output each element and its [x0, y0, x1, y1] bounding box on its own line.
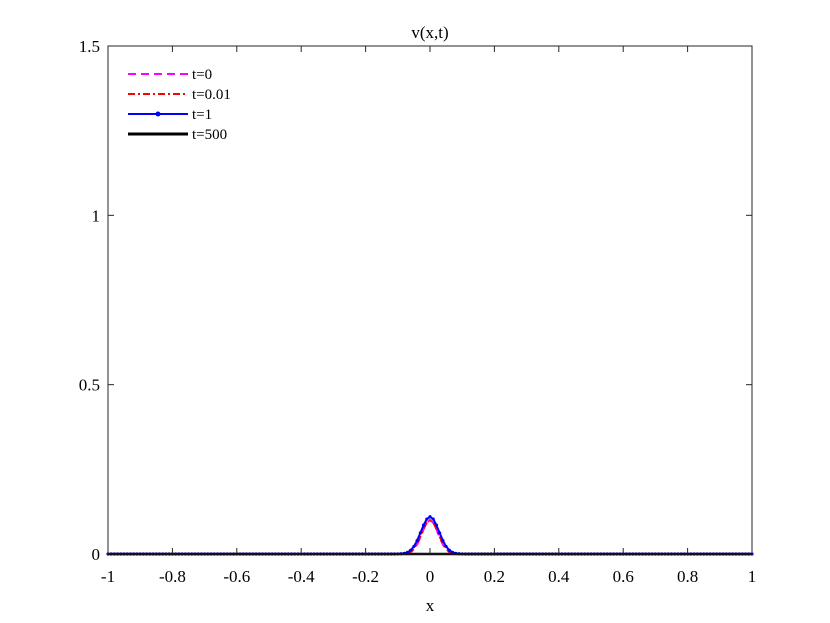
ticks-layer: -1 -0.8 -0.6 -0.4 -0.2 0 0.2 0.4 0.6 0.8 1 0 0.5 1 1.5 — [79, 37, 757, 586]
series-point — [434, 523, 439, 527]
y-tick-label: 1 — [92, 206, 101, 225]
x-tick-label: -0.4 — [288, 567, 315, 586]
x-tick-label: 0 — [426, 567, 435, 586]
x-tick-label: -1 — [101, 567, 115, 586]
legend-label: t=0.01 — [192, 87, 231, 103]
x-tick-label: 0.4 — [548, 567, 570, 586]
legend: t=0 t=0.01 t=1 t=500 — [128, 67, 231, 143]
chart-title: v(x,t) — [411, 23, 448, 42]
series-point — [409, 548, 413, 552]
series-point — [444, 544, 448, 549]
series-point — [425, 517, 429, 521]
series-point — [431, 517, 435, 521]
x-tick-label: 1 — [748, 567, 757, 586]
y-tick-label: 0 — [92, 545, 101, 564]
series-point — [447, 548, 451, 552]
x-tick-label: 0.6 — [613, 567, 634, 586]
x-tick-label: 0.2 — [484, 567, 505, 586]
plot-area — [108, 46, 752, 554]
y-tick-label: 1.5 — [79, 37, 100, 56]
x-tick-label: 0.8 — [677, 567, 698, 586]
series-point — [421, 523, 426, 527]
x-tick-label: -0.2 — [352, 567, 379, 586]
series-point — [418, 531, 422, 535]
series-point — [428, 515, 432, 519]
series-point — [441, 538, 445, 543]
x-axis-label: x — [426, 596, 435, 615]
legend-label: t=0 — [192, 67, 212, 83]
y-tick-label: 0.5 — [79, 376, 100, 395]
series-point — [415, 538, 419, 543]
legend-marker — [155, 111, 161, 117]
series-point — [438, 531, 442, 535]
x-tick-label: -0.6 — [223, 567, 250, 586]
legend-label: t=1 — [192, 107, 212, 123]
series-point — [412, 544, 416, 549]
legend-label: t=500 — [192, 127, 227, 143]
x-tick-label: -0.8 — [159, 567, 186, 586]
